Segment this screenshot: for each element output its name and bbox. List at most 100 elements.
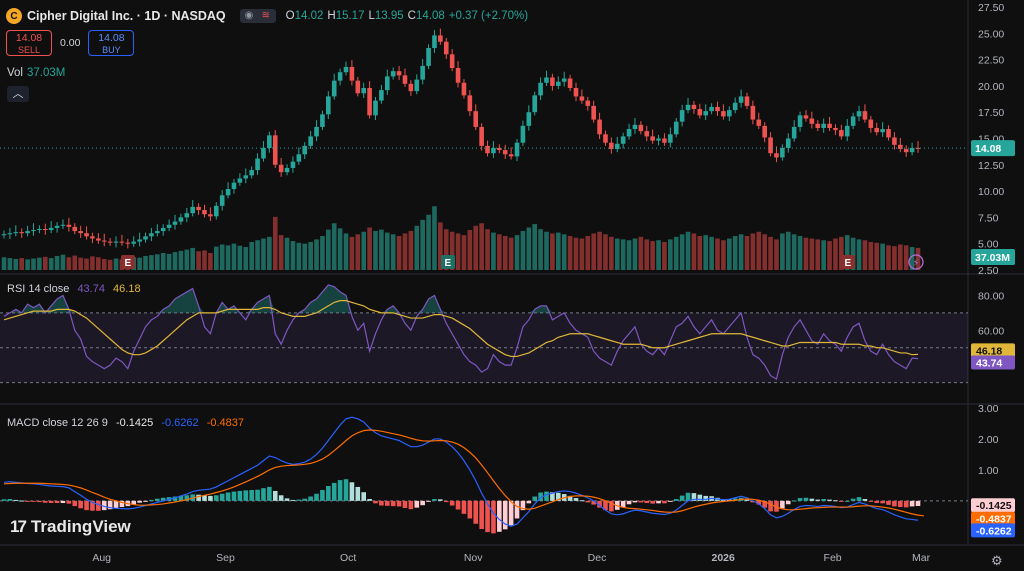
candle-body bbox=[326, 96, 331, 115]
volume-bar bbox=[715, 238, 720, 270]
volume-bar bbox=[196, 251, 201, 270]
volume-bar bbox=[638, 236, 644, 270]
candle-body bbox=[491, 147, 496, 154]
volume-bar bbox=[691, 233, 697, 270]
candle-body bbox=[703, 111, 709, 116]
macd-histogram-bar bbox=[284, 498, 290, 501]
volume-bar bbox=[443, 229, 449, 270]
volume-bar bbox=[827, 241, 832, 270]
rsi-overbought-fill bbox=[328, 284, 335, 313]
rsi-overbought-fill bbox=[68, 309, 75, 313]
macd-histogram-bar bbox=[101, 500, 107, 511]
volume-bar bbox=[479, 223, 484, 270]
candle-body bbox=[520, 125, 526, 143]
macd-histogram-bar bbox=[550, 492, 555, 501]
candle-body bbox=[909, 147, 915, 153]
candle-body bbox=[90, 236, 95, 239]
price-tick-label: 22.50 bbox=[978, 55, 1004, 67]
macd-histogram-bar bbox=[656, 500, 661, 504]
collapse-legend-button[interactable]: ︿ bbox=[7, 86, 29, 102]
macd-histogram-bar bbox=[37, 500, 42, 503]
macd-histogram-bar bbox=[868, 500, 874, 502]
candle-body bbox=[685, 104, 691, 111]
macd-histogram-bar bbox=[438, 499, 443, 501]
candle-body bbox=[762, 125, 767, 138]
macd-histogram-bar bbox=[497, 500, 502, 532]
symbol-title[interactable]: Cipher Digital Inc. · 1D · NASDAQ bbox=[27, 9, 226, 23]
candle-body bbox=[903, 149, 909, 153]
macd-histogram-bar bbox=[827, 499, 832, 501]
rsi-overbought-fill bbox=[186, 288, 193, 313]
macd-histogram-bar bbox=[491, 500, 496, 534]
rsi-ma-value: 46.18 bbox=[113, 283, 141, 295]
volume-bar bbox=[561, 234, 567, 270]
candle-body bbox=[668, 134, 673, 143]
macd-histogram-bar bbox=[48, 500, 54, 504]
macd-histogram-bar bbox=[249, 490, 254, 501]
candle-body bbox=[432, 35, 437, 49]
candle-body bbox=[573, 88, 579, 97]
price-tick-label: 17.50 bbox=[978, 107, 1004, 119]
macd-histogram-bar bbox=[231, 491, 237, 501]
volume-bar bbox=[744, 236, 750, 270]
ohlc-key: C bbox=[407, 10, 416, 22]
candle-body bbox=[160, 227, 166, 232]
sell-button[interactable]: 14.08 SELL bbox=[6, 30, 52, 56]
macd-histogram-bar bbox=[455, 500, 461, 510]
volume-bar bbox=[143, 255, 148, 270]
candle-body bbox=[815, 123, 821, 128]
rsi-ma-line bbox=[3, 300, 919, 358]
trade-buttons: 14.08 SELL 0.00 14.08 BUY bbox=[6, 30, 135, 56]
macd-histogram-bar bbox=[296, 499, 302, 501]
volume-bar bbox=[337, 228, 343, 270]
tradingview-brand[interactable]: 17 TradingView bbox=[10, 517, 131, 537]
candle-body bbox=[231, 182, 237, 189]
volume-bar bbox=[390, 234, 396, 270]
candle-body bbox=[585, 100, 591, 106]
candle-body bbox=[603, 134, 608, 143]
volume-bar bbox=[66, 257, 72, 270]
volume-bar bbox=[585, 236, 591, 270]
macd-histogram-bar bbox=[573, 498, 579, 501]
volume-bar bbox=[892, 246, 897, 270]
settings-gear-icon[interactable]: ⚙ bbox=[991, 553, 1003, 568]
macd-last-label-1-box bbox=[971, 511, 1015, 526]
candle-body bbox=[414, 79, 420, 92]
macd-histogram-bar bbox=[620, 500, 626, 508]
candle-body bbox=[320, 114, 325, 127]
earnings-marker-label: E bbox=[445, 258, 452, 269]
candle-body bbox=[296, 154, 302, 162]
volume-bar bbox=[290, 241, 296, 270]
macd-last-label-0-box bbox=[971, 498, 1015, 513]
volume-bar bbox=[909, 247, 915, 270]
visibility-toggle[interactable]: ◉ ≋ bbox=[239, 9, 276, 23]
candle-body bbox=[868, 119, 874, 128]
rsi-overbought-fill bbox=[428, 295, 435, 313]
candle-body bbox=[756, 119, 762, 126]
volume-bar bbox=[656, 240, 661, 270]
volume-bar bbox=[673, 236, 679, 270]
rsi-overbought-fill bbox=[387, 305, 394, 313]
macd-histogram-bar bbox=[544, 491, 549, 501]
candle-body bbox=[898, 144, 903, 150]
volume-bar bbox=[844, 235, 850, 270]
volume-bar bbox=[7, 258, 13, 270]
macd-histogram-bar bbox=[243, 490, 249, 501]
macd-histogram-bar bbox=[219, 493, 225, 501]
volume-bar bbox=[384, 232, 390, 270]
macd-histogram-bar bbox=[502, 500, 508, 530]
candle-body bbox=[691, 104, 697, 110]
volume-bar bbox=[243, 247, 249, 270]
candle-body bbox=[202, 210, 207, 215]
macd-histogram-bar bbox=[66, 500, 72, 504]
volume-bar bbox=[101, 258, 107, 270]
candle-body bbox=[632, 124, 638, 130]
candle-body bbox=[107, 241, 113, 243]
volume-bar bbox=[84, 258, 89, 270]
candle-body bbox=[561, 78, 567, 82]
macd-histogram-bar bbox=[302, 498, 308, 501]
buy-button[interactable]: 14.08 BUY bbox=[88, 30, 135, 56]
volume-bar bbox=[208, 253, 213, 270]
volume-bar bbox=[555, 232, 561, 270]
